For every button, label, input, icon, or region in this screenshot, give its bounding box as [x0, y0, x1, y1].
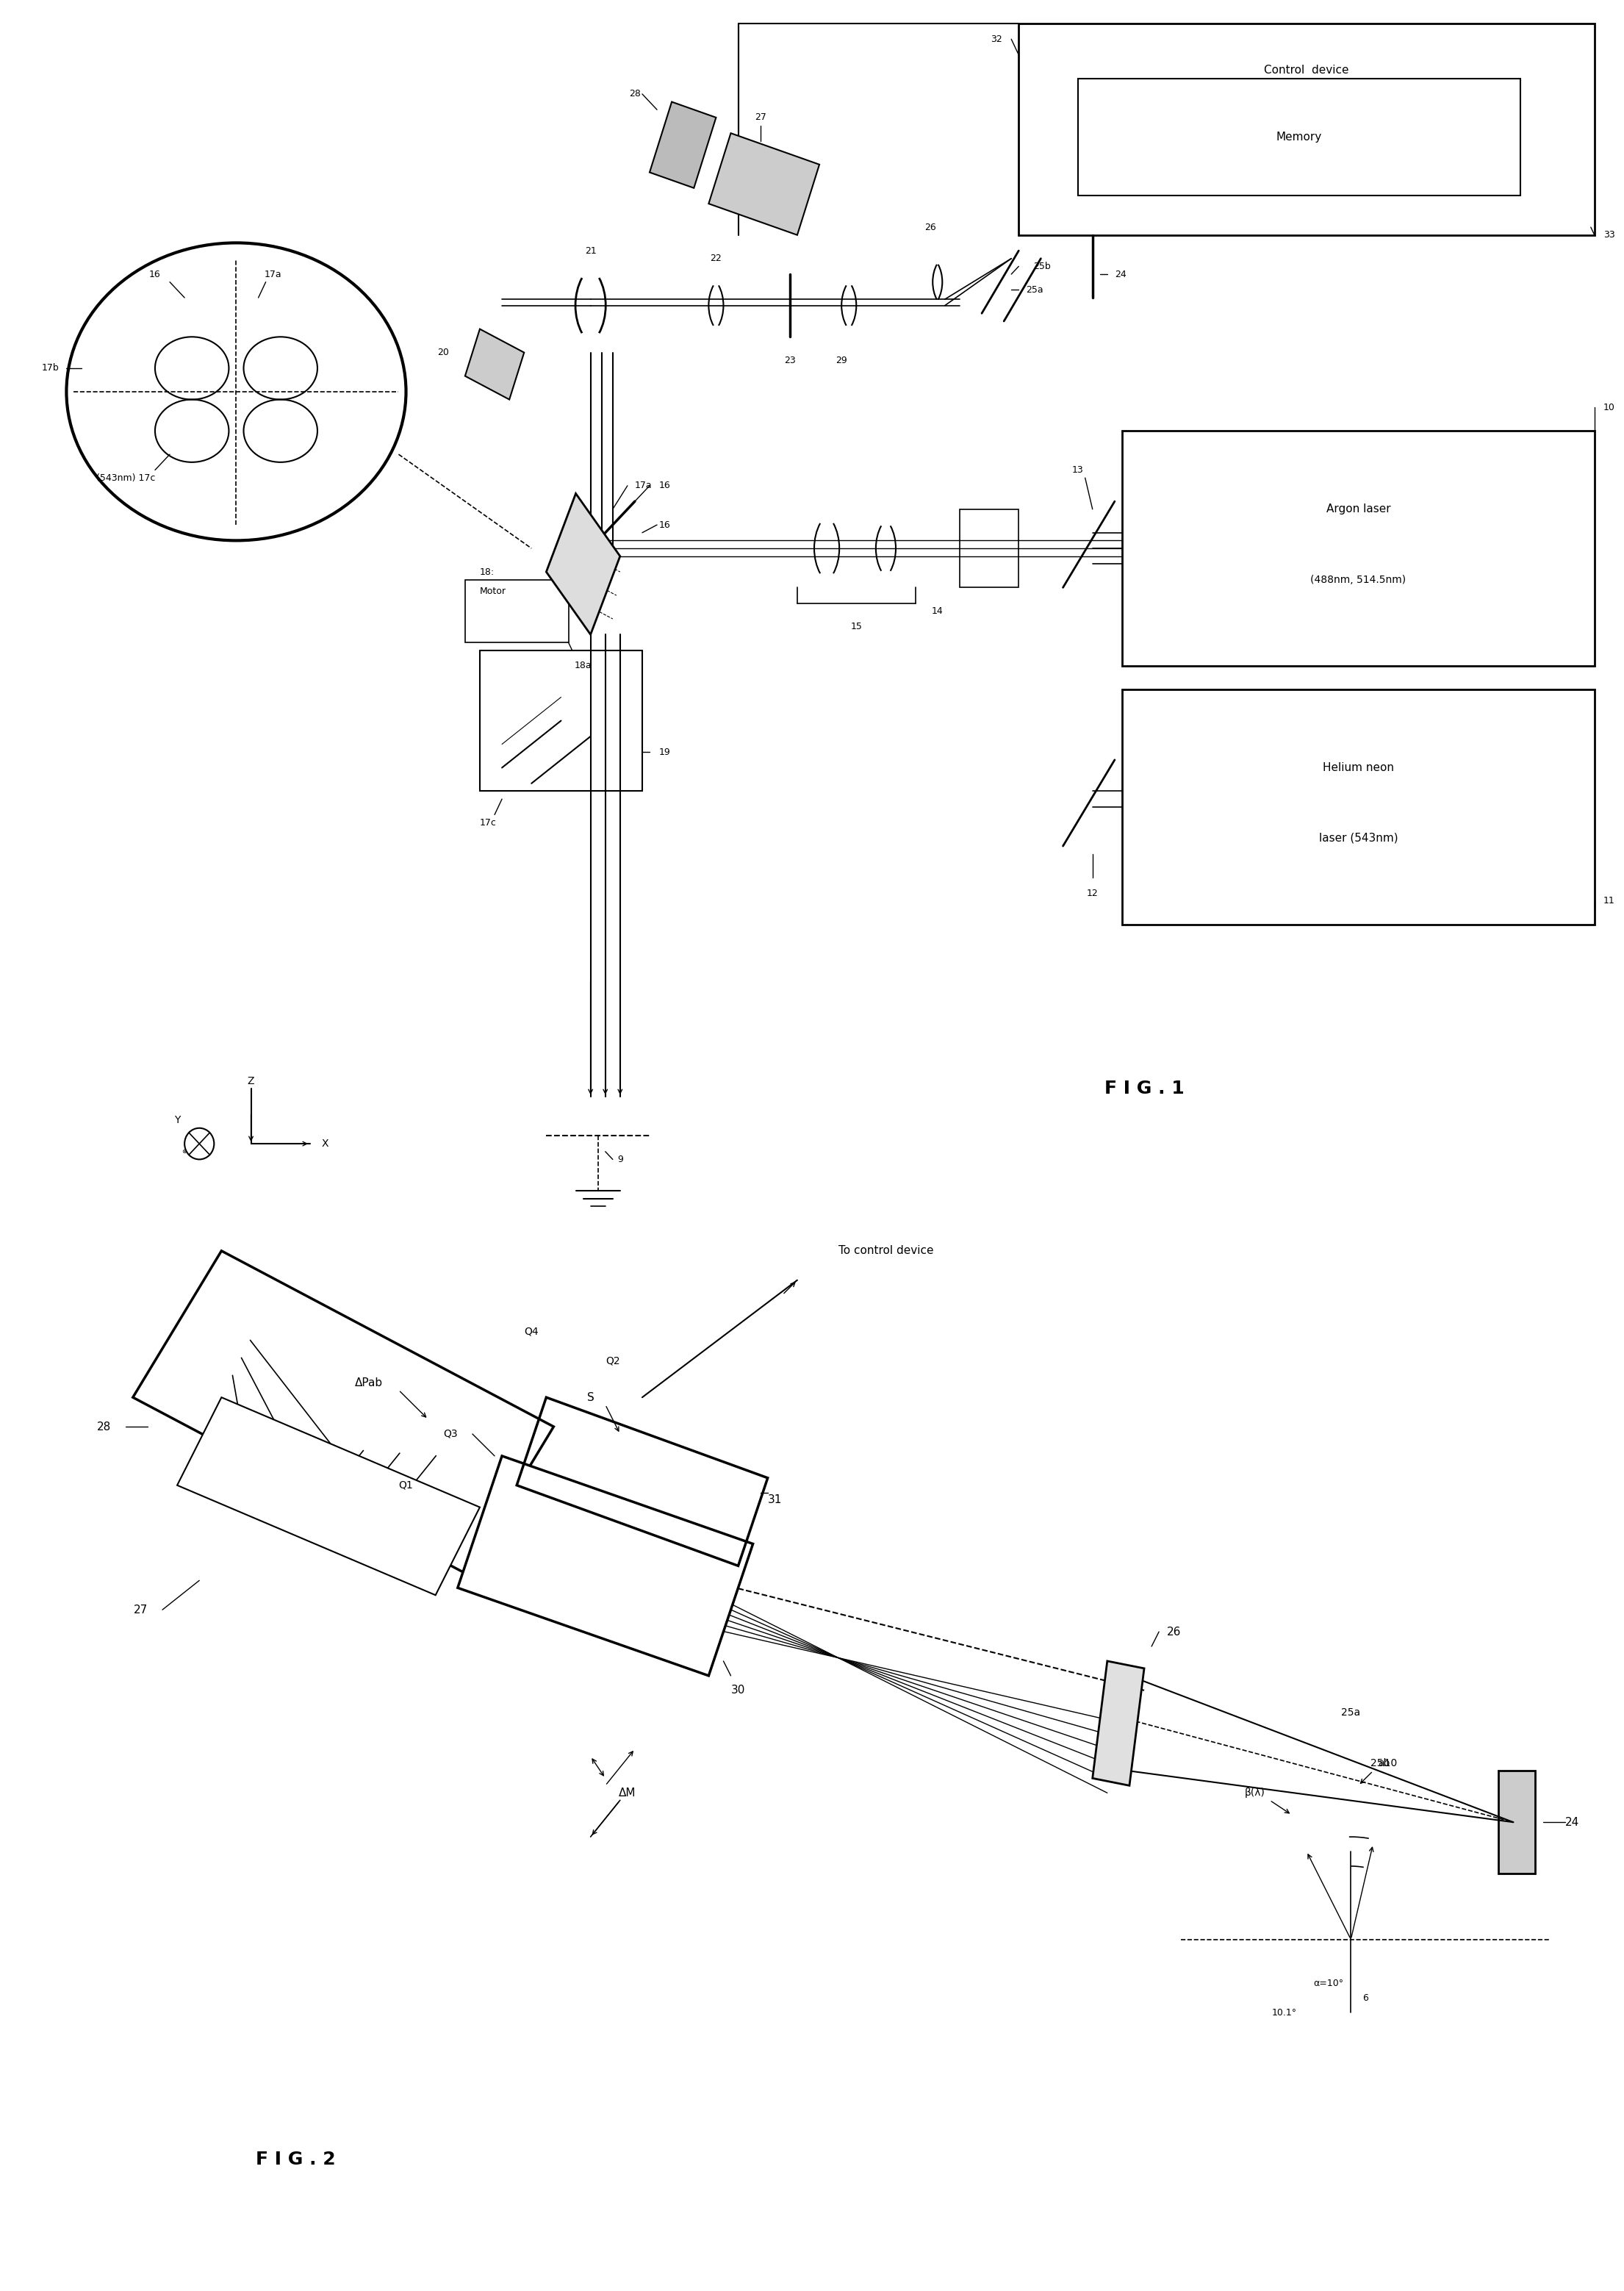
Text: 17a: 17a: [635, 481, 653, 490]
Text: Q2: Q2: [606, 1356, 620, 1365]
Text: X: X: [322, 1139, 328, 1148]
Text: ΔPab: ΔPab: [356, 1377, 383, 1388]
Text: 16: 16: [149, 270, 161, 280]
Text: 18a: 18a: [575, 662, 591, 671]
Polygon shape: [650, 101, 716, 188]
Text: 17b: 17b: [42, 364, 58, 373]
Polygon shape: [464, 330, 525, 399]
Text: 28: 28: [628, 89, 641, 99]
Text: 9: 9: [617, 1155, 624, 1164]
Text: 33: 33: [1603, 229, 1614, 241]
Text: laser (543nm): laser (543nm): [1319, 832, 1398, 843]
Text: 31: 31: [768, 1494, 781, 1505]
Text: 23: 23: [784, 355, 796, 364]
Text: 32: 32: [991, 34, 1002, 44]
Text: a10: a10: [1379, 1759, 1397, 1769]
Text: 20: 20: [437, 348, 448, 357]
Text: 10: 10: [1603, 403, 1616, 412]
Text: 21: 21: [585, 245, 596, 257]
Text: 25a: 25a: [1341, 1707, 1361, 1718]
Text: ⊗: ⊗: [182, 1148, 187, 1155]
Text: Q3: Q3: [443, 1430, 458, 1439]
Bar: [1018, 23, 1595, 236]
Polygon shape: [177, 1398, 479, 1595]
Text: 27: 27: [755, 112, 767, 121]
Text: α=10°: α=10°: [1314, 1979, 1343, 1989]
Text: Q4: Q4: [525, 1326, 539, 1336]
Text: 29: 29: [836, 355, 848, 364]
Text: Control  device: Control device: [1263, 64, 1350, 76]
Text: 16: 16: [659, 520, 671, 529]
Text: (488nm, 514.5nm): (488nm, 514.5nm): [1311, 575, 1406, 584]
Text: 26: 26: [1166, 1627, 1181, 1638]
Text: 13: 13: [1072, 465, 1083, 474]
Text: 26: 26: [924, 222, 935, 231]
Text: 24: 24: [1566, 1817, 1580, 1828]
Text: 11: 11: [1603, 896, 1614, 905]
Polygon shape: [133, 1251, 554, 1574]
Polygon shape: [458, 1457, 754, 1675]
Text: 18:: 18:: [479, 568, 495, 577]
Polygon shape: [1499, 1771, 1535, 1874]
Text: β(λ): β(λ): [1244, 1787, 1265, 1798]
Text: Y: Y: [174, 1116, 180, 1125]
Bar: [1078, 78, 1520, 195]
Bar: [1122, 690, 1595, 923]
Text: 19: 19: [659, 747, 671, 756]
Text: 10.1°: 10.1°: [1272, 2007, 1298, 2018]
Polygon shape: [546, 493, 620, 635]
Text: ΔM: ΔM: [619, 1787, 637, 1798]
Text: 25a: 25a: [1026, 284, 1044, 296]
Text: (543nm) 17c: (543nm) 17c: [96, 472, 154, 483]
Text: 24: 24: [1114, 270, 1125, 280]
Text: Helium neon: Helium neon: [1322, 763, 1393, 774]
Text: Q1: Q1: [400, 1480, 412, 1491]
Text: 6: 6: [1363, 1993, 1369, 2002]
Polygon shape: [708, 133, 820, 236]
Text: 25b: 25b: [1033, 261, 1051, 270]
Bar: [960, 509, 1018, 586]
Bar: [479, 651, 641, 790]
Text: 28: 28: [96, 1420, 110, 1432]
Text: To control device: To control device: [838, 1246, 934, 1255]
Text: Memory: Memory: [1276, 131, 1322, 142]
Text: 25b: 25b: [1371, 1759, 1390, 1769]
Text: 27: 27: [133, 1604, 148, 1615]
Text: S: S: [586, 1393, 594, 1402]
Text: F I G . 1: F I G . 1: [1104, 1079, 1184, 1097]
Bar: [464, 580, 568, 641]
Text: 22: 22: [710, 254, 721, 263]
Bar: [1122, 431, 1595, 667]
Text: 17a: 17a: [265, 270, 283, 280]
Text: 30: 30: [731, 1684, 745, 1695]
Text: Z: Z: [247, 1077, 255, 1086]
Text: 12: 12: [1086, 889, 1098, 898]
Text: 17c: 17c: [479, 818, 497, 827]
Text: 14: 14: [932, 607, 944, 616]
Text: Motor: Motor: [479, 586, 507, 596]
Text: Argon laser: Argon laser: [1327, 504, 1390, 515]
Polygon shape: [1093, 1661, 1145, 1785]
Text: F I G . 2: F I G . 2: [255, 2151, 335, 2167]
Text: 15: 15: [851, 621, 862, 632]
Text: 16: 16: [659, 481, 671, 490]
